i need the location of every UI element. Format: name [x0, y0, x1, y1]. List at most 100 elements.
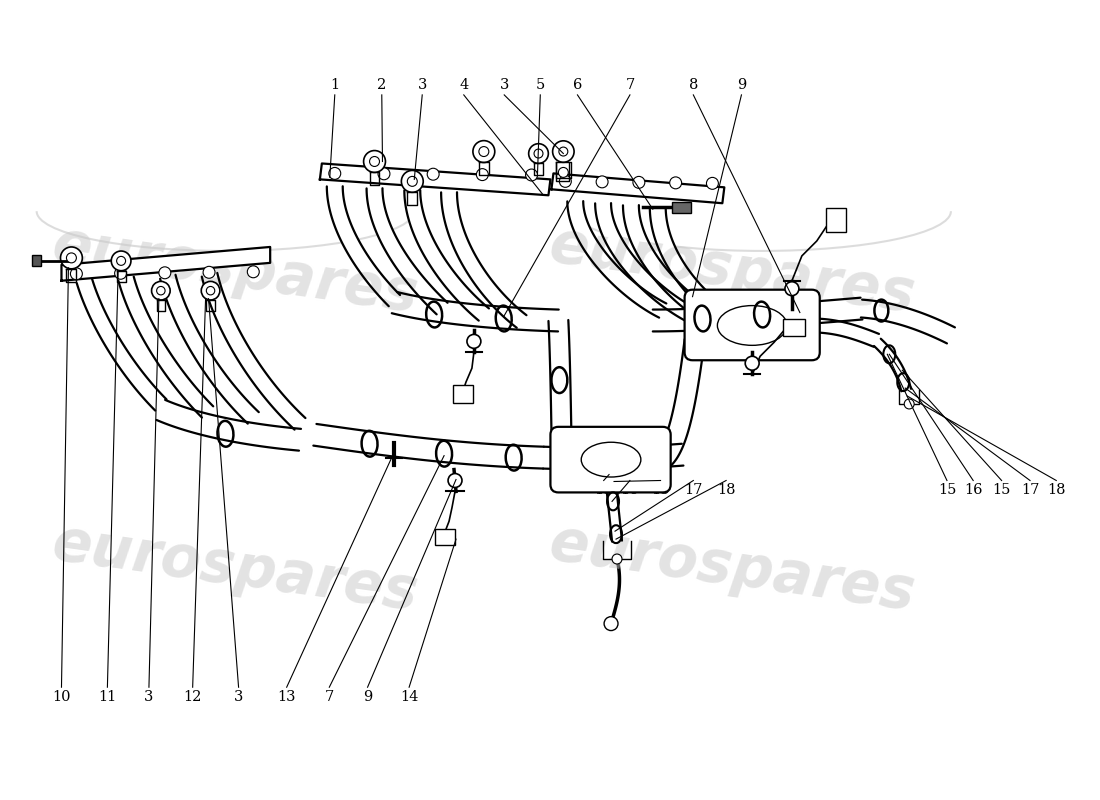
Circle shape: [706, 178, 718, 190]
FancyBboxPatch shape: [684, 290, 820, 360]
Polygon shape: [314, 424, 543, 469]
Text: 17: 17: [684, 483, 703, 498]
Circle shape: [201, 282, 220, 300]
Text: eurospares: eurospares: [546, 515, 918, 623]
Circle shape: [473, 141, 495, 162]
Circle shape: [207, 286, 215, 295]
Polygon shape: [812, 318, 879, 347]
Polygon shape: [549, 320, 571, 430]
Text: 7: 7: [625, 78, 635, 92]
Polygon shape: [327, 186, 400, 306]
Text: 15: 15: [651, 483, 670, 498]
Text: eurospares: eurospares: [48, 217, 422, 325]
Text: 7: 7: [324, 690, 334, 704]
Polygon shape: [657, 339, 704, 467]
Text: 16: 16: [964, 483, 982, 498]
Circle shape: [378, 168, 389, 180]
Text: 9: 9: [363, 690, 372, 704]
Polygon shape: [568, 201, 667, 318]
Circle shape: [117, 256, 125, 266]
Text: 13: 13: [277, 690, 296, 704]
Circle shape: [70, 268, 82, 280]
Text: 10: 10: [52, 690, 70, 704]
Text: 16: 16: [620, 483, 639, 498]
Text: 18: 18: [1047, 483, 1066, 498]
Circle shape: [632, 176, 645, 188]
Circle shape: [407, 176, 417, 186]
Text: 12: 12: [184, 690, 201, 704]
Circle shape: [526, 169, 538, 181]
Text: 17: 17: [1021, 483, 1040, 498]
Text: 3: 3: [499, 78, 509, 92]
Circle shape: [560, 175, 571, 187]
Circle shape: [559, 167, 569, 178]
FancyBboxPatch shape: [783, 318, 805, 336]
Text: 18: 18: [717, 483, 736, 498]
Circle shape: [552, 141, 574, 162]
Circle shape: [476, 169, 488, 181]
Polygon shape: [623, 205, 720, 327]
Circle shape: [114, 267, 126, 279]
Circle shape: [670, 177, 682, 189]
Circle shape: [364, 150, 385, 173]
Circle shape: [370, 157, 379, 166]
Circle shape: [329, 167, 341, 179]
Polygon shape: [77, 278, 166, 410]
Circle shape: [156, 286, 165, 295]
Circle shape: [559, 147, 568, 156]
Polygon shape: [874, 338, 911, 391]
FancyBboxPatch shape: [436, 529, 455, 545]
Text: 5: 5: [536, 78, 544, 92]
Circle shape: [596, 176, 608, 188]
Circle shape: [402, 170, 424, 192]
Text: eurospares: eurospares: [546, 217, 918, 325]
Circle shape: [152, 282, 170, 300]
FancyBboxPatch shape: [672, 202, 691, 213]
Polygon shape: [161, 275, 258, 424]
Text: 14: 14: [400, 690, 418, 704]
Polygon shape: [320, 163, 550, 195]
Polygon shape: [201, 273, 306, 430]
Text: 9: 9: [737, 78, 746, 92]
Text: 15: 15: [938, 483, 956, 498]
Circle shape: [66, 253, 76, 263]
Polygon shape: [62, 247, 271, 281]
Circle shape: [248, 266, 260, 278]
Polygon shape: [652, 298, 862, 331]
FancyBboxPatch shape: [453, 385, 473, 403]
Text: 3: 3: [234, 690, 243, 704]
FancyBboxPatch shape: [550, 427, 671, 493]
Circle shape: [111, 251, 131, 270]
Text: 3: 3: [144, 690, 154, 704]
Polygon shape: [543, 444, 683, 470]
Polygon shape: [119, 277, 213, 418]
Circle shape: [158, 267, 170, 278]
Polygon shape: [606, 484, 621, 542]
Circle shape: [466, 334, 481, 348]
Polygon shape: [366, 188, 448, 314]
Circle shape: [785, 282, 799, 296]
Circle shape: [604, 617, 618, 630]
Circle shape: [745, 356, 759, 370]
Polygon shape: [861, 300, 955, 343]
Text: 15: 15: [594, 483, 613, 498]
Circle shape: [529, 144, 548, 163]
Text: 2: 2: [377, 78, 386, 92]
Polygon shape: [156, 400, 301, 450]
Polygon shape: [405, 190, 488, 321]
Circle shape: [427, 168, 439, 180]
Circle shape: [534, 149, 543, 158]
Text: 8: 8: [689, 78, 698, 92]
Circle shape: [204, 266, 214, 278]
Polygon shape: [392, 292, 559, 331]
Circle shape: [448, 474, 462, 487]
Polygon shape: [595, 203, 696, 322]
Text: 11: 11: [98, 690, 117, 704]
FancyBboxPatch shape: [32, 255, 41, 266]
Polygon shape: [441, 192, 527, 328]
Text: 15: 15: [992, 483, 1011, 498]
Text: eurospares: eurospares: [48, 515, 422, 623]
Text: 4: 4: [459, 78, 469, 92]
Circle shape: [60, 247, 82, 269]
Text: 6: 6: [573, 78, 582, 92]
